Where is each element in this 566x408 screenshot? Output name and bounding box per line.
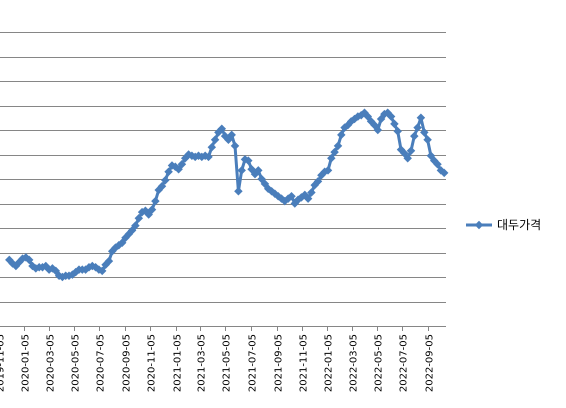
- data-point-marker: [244, 156, 253, 165]
- data-point-marker: [333, 141, 343, 151]
- data-point-marker: [217, 124, 227, 134]
- data-point-marker: [327, 153, 336, 163]
- x-tick-label: 2021-11-05: [299, 334, 310, 392]
- data-point-marker: [204, 152, 213, 162]
- legend-diamond-marker: [474, 220, 484, 230]
- data-point-marker: [234, 187, 243, 196]
- data-point-marker: [131, 221, 140, 230]
- data-point-marker: [207, 142, 217, 152]
- data-point-marker: [439, 168, 449, 178]
- data-point-marker: [151, 196, 160, 206]
- x-axis-ticks: 2019-11-05 2020-01-05 2020-03-05 2020-05-05…: [0, 326, 436, 392]
- data-point-marker: [423, 135, 432, 145]
- data-point-marker: [104, 256, 114, 266]
- data-point-marker: [337, 130, 346, 140]
- data-point-marker: [303, 194, 313, 203]
- x-tick-label: 2020-09-05: [122, 334, 133, 392]
- data-point-marker: [147, 205, 157, 214]
- x-tick-label: 2021-03-05: [197, 334, 208, 392]
- data-point-marker: [323, 166, 333, 175]
- x-tick-label: 2020-11-05: [147, 334, 158, 392]
- x-tick-label: 2020-07-05: [96, 334, 107, 392]
- data-point-marker: [237, 166, 246, 175]
- x-tick-label: 2020-01-05: [21, 334, 32, 392]
- data-point-marker: [24, 255, 34, 265]
- data-point-marker: [330, 147, 339, 157]
- x-tick-label: 2022-01-05: [324, 334, 335, 392]
- legend: 대두가격: [466, 218, 541, 232]
- x-tick-label: 2019-11-05: [0, 334, 7, 392]
- data-point-marker: [393, 126, 402, 136]
- data-point-marker: [230, 141, 240, 151]
- x-tick-label: 2022-07-05: [399, 334, 410, 392]
- x-tick-label: 2021-05-05: [222, 334, 233, 392]
- x-tick-label: 2021-01-05: [173, 334, 184, 392]
- x-tick-label: 2021-07-05: [248, 334, 259, 392]
- data-point-marker: [97, 266, 107, 276]
- data-point-marker: [313, 177, 323, 186]
- data-point-marker: [164, 167, 173, 176]
- data-point-marker: [210, 135, 220, 145]
- data-point-marker: [373, 125, 383, 135]
- data-point-marker: [433, 160, 442, 169]
- gridlines: [0, 32, 446, 303]
- x-tick-label: 2022-05-05: [374, 334, 385, 392]
- x-tick-label: 2020-03-05: [46, 334, 57, 392]
- series-markers: [5, 108, 449, 282]
- data-point-marker: [403, 153, 412, 163]
- x-tick-label: 2022-09-05: [425, 334, 436, 392]
- data-point-marker: [157, 182, 167, 191]
- legend-label: 대두가격: [497, 218, 541, 232]
- x-tick-label: 2021-09-05: [274, 334, 285, 392]
- data-point-marker: [287, 191, 296, 201]
- data-point-marker: [177, 160, 187, 169]
- data-point-marker: [134, 213, 144, 223]
- data-point-marker: [386, 112, 396, 121]
- x-tick-label: 2020-05-05: [71, 334, 82, 392]
- x-tick-label: 2022-03-05: [349, 334, 360, 392]
- data-point-marker: [410, 131, 419, 141]
- data-point-marker: [416, 113, 426, 123]
- data-point-marker: [420, 128, 429, 137]
- data-point-marker: [413, 123, 422, 132]
- data-point-marker: [406, 146, 416, 156]
- data-point-marker: [307, 188, 316, 197]
- data-point-marker: [227, 130, 236, 140]
- data-point-marker: [390, 119, 399, 129]
- data-point-marker: [161, 175, 170, 185]
